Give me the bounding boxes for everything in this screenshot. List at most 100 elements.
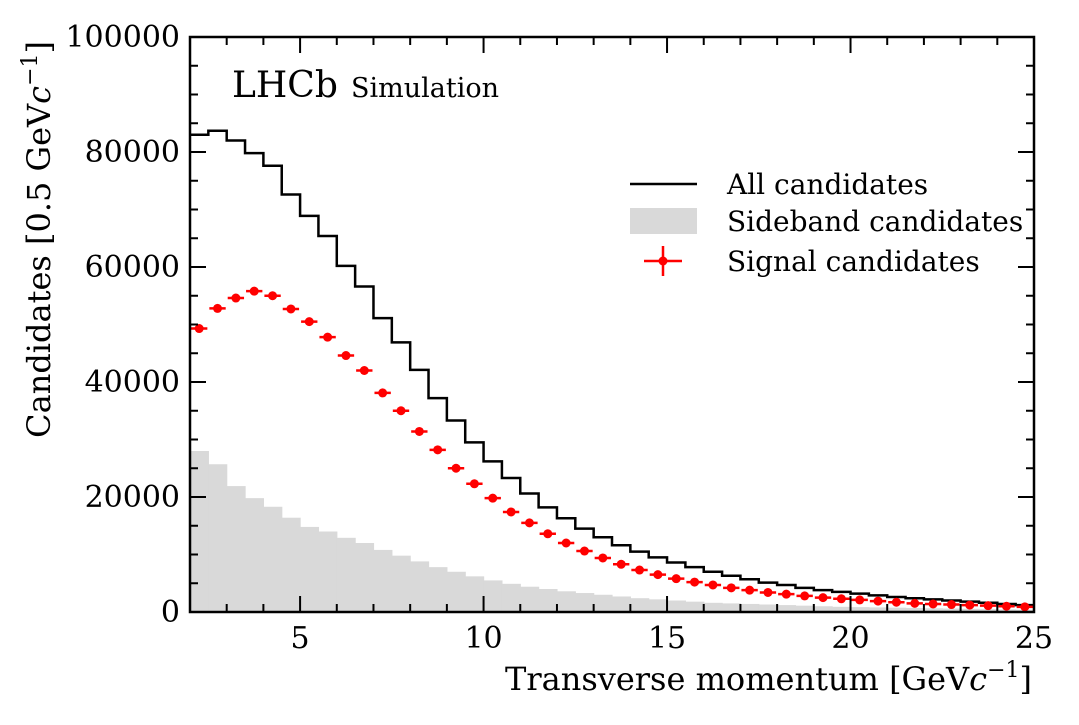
x-tick-label: 10 [464,621,502,656]
y-tick-label: 0 [161,595,180,630]
signal-point [484,493,501,503]
signal-point [906,598,923,608]
sideband-bar [336,537,356,612]
sideband-bar [868,607,888,612]
tick-labels: 5 10 15 20 25 0 20000 40000 60000 80000 100000 [65,20,1053,656]
signal-point [374,388,391,398]
legend-all-label: All candidates [726,168,928,201]
sideband-bar [446,571,466,612]
signal-point [613,559,630,569]
sideband-bar [593,594,613,612]
signal-point [191,324,208,334]
logo: LHCb Simulation [232,65,499,106]
y-tick-label: 20000 [85,480,180,515]
signal-point [319,332,336,342]
logo-sub: Simulation [351,73,499,104]
sideband-bar [190,451,209,612]
axis-ticks [189,36,1035,613]
y-axis-label: Candidates [0.5 GeVc−1] [18,41,58,438]
signal-point [778,589,795,599]
signal-point [301,317,318,327]
x-tick-label: 25 [1015,621,1053,656]
sideband-bar [850,607,870,612]
signal-point [594,553,611,563]
y-tick-label: 60000 [85,250,180,285]
sideband-bar [722,603,742,612]
signal-point [429,445,446,455]
signal-point [411,426,428,436]
signal-point [466,479,483,489]
legend-sideband-label: Sideband candidates [727,205,1023,238]
signal-point [227,293,245,303]
signal-point [796,591,813,601]
signal-point [998,601,1015,611]
y-tick-label: 100000 [65,20,180,55]
signal-point [869,596,887,606]
sideband-bar [685,601,705,612]
sideband-bar [887,607,907,612]
sideband-bar [575,593,595,612]
signal-point [447,463,465,473]
signal-point [851,595,868,605]
plot-frame [188,35,1036,614]
x-tick-label: 20 [831,621,869,656]
sideband-bar [465,576,485,612]
sideband-bar [832,606,852,612]
x-tick-label: 15 [648,621,686,656]
y-tick-label: 80000 [85,135,180,170]
signal-point [392,406,410,416]
sideband-bar [630,598,650,612]
signal-point [943,600,960,610]
legend-signal-label: Signal candidates [727,245,980,278]
sideband-bar [391,555,411,612]
x-tick-label: 5 [291,621,310,656]
sideband-bar [281,517,301,612]
sideband-bar [795,605,815,612]
signal-point [704,580,722,590]
sideband-bar [960,608,980,612]
x-axis-label: Transverse momentum [GeVc−1] [505,658,1032,698]
signal-point [521,518,538,528]
sideband-bar [300,526,320,612]
sideband-bar [667,600,686,612]
sideband-bar [410,561,430,612]
sideband-bar [648,599,668,612]
sideband-bar [923,608,943,612]
signal-point [759,587,777,597]
sideband-bar [483,580,503,612]
all-candidates-line [190,129,1034,607]
signal-point [631,565,648,575]
sideband-bar [813,606,833,612]
signal-point [282,304,300,314]
sideband-bar [758,604,778,612]
sideband-bar [612,596,631,612]
sideband-bar [905,607,925,612]
legend-sideband-swatch [630,208,697,234]
sideband-bar [263,506,283,612]
logo-main: LHCb [232,65,338,106]
signal-point [209,303,226,313]
sideband-bar [556,591,576,612]
sideband-bar [373,549,393,612]
sideband-bar [978,609,998,612]
signal-point [888,597,905,607]
signal-point [723,583,740,593]
signal-point [814,593,832,603]
signal-point [668,574,685,584]
signal-point [356,366,373,375]
signal-point [539,529,556,539]
signal-point [979,601,997,611]
signal-point [961,600,978,610]
sideband-bar [740,603,760,612]
sideband-bar [777,605,797,612]
y-tick-label: 40000 [85,365,180,400]
sideband-bar [355,543,375,612]
signal-point [557,538,575,548]
all-candidates-series [190,129,1034,607]
signal-point [502,507,520,517]
sideband-bar [318,531,338,612]
sideband-bar [520,586,540,612]
legend: All candidates Sideband candidates Signa… [630,168,1023,278]
signal-point [1016,602,1033,612]
sideband-bar [226,486,246,612]
